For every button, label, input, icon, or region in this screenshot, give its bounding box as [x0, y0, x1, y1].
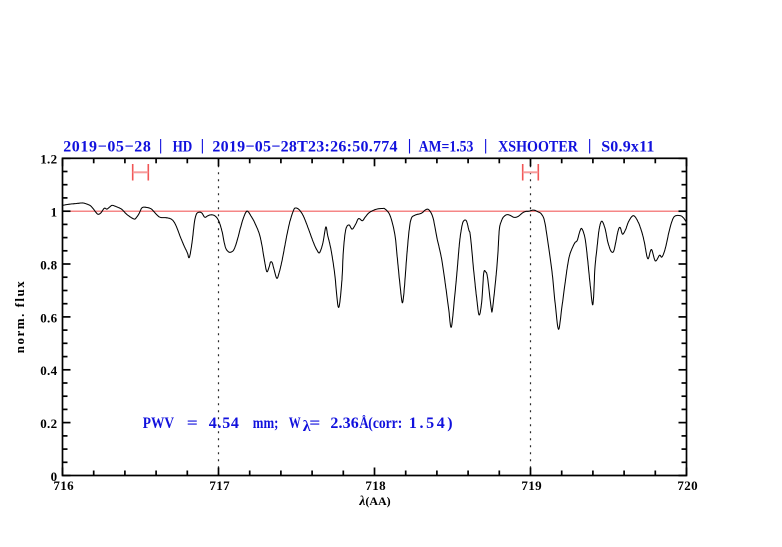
svg-text:1: 1	[51, 205, 58, 220]
svg-text:|: |	[588, 137, 592, 154]
svg-text:PWV: PWV	[143, 415, 175, 432]
svg-text:W: W	[289, 414, 301, 432]
svg-text:|: |	[201, 137, 205, 154]
svg-text:S0.9x11: S0.9x11	[601, 139, 654, 156]
svg-text:λ(AA): λ(AA)	[358, 493, 390, 508]
svg-text:0.4: 0.4	[40, 363, 57, 378]
svg-text:717: 717	[209, 478, 230, 493]
svg-text:0.6: 0.6	[40, 310, 57, 325]
svg-text:HD: HD	[173, 138, 193, 155]
svg-text:0.8: 0.8	[40, 257, 57, 272]
svg-text:1.54): 1.54)	[409, 415, 455, 432]
svg-text:=: =	[187, 414, 198, 432]
svg-text:AM=1.53: AM=1.53	[419, 139, 474, 156]
svg-text:norm. flux: norm. flux	[12, 280, 27, 354]
svg-text:(corr:: (corr:	[368, 415, 402, 432]
svg-text:2019−05−28: 2019−05−28	[63, 139, 151, 156]
svg-text:|: |	[159, 137, 163, 154]
svg-text:716: 716	[53, 478, 74, 493]
svg-text:Å: Å	[359, 415, 369, 432]
svg-text:λ: λ	[303, 418, 311, 435]
svg-text:4.54: 4.54	[209, 415, 240, 432]
svg-text:2.36: 2.36	[330, 415, 358, 432]
svg-text:718: 718	[365, 478, 386, 493]
svg-text:720: 720	[677, 478, 698, 493]
svg-text:mm;: mm;	[253, 415, 279, 433]
svg-text:719: 719	[521, 478, 542, 493]
svg-text:|: |	[408, 137, 412, 154]
svg-text:|: |	[484, 137, 488, 154]
svg-text:XSHOOTER: XSHOOTER	[498, 139, 579, 156]
svg-text:=: =	[309, 414, 320, 432]
svg-text:0.2: 0.2	[40, 416, 57, 431]
svg-text:1.2: 1.2	[40, 152, 57, 167]
svg-text:0: 0	[51, 469, 58, 484]
svg-text:2019−05−28T23:26:50.774: 2019−05−28T23:26:50.774	[212, 139, 397, 156]
